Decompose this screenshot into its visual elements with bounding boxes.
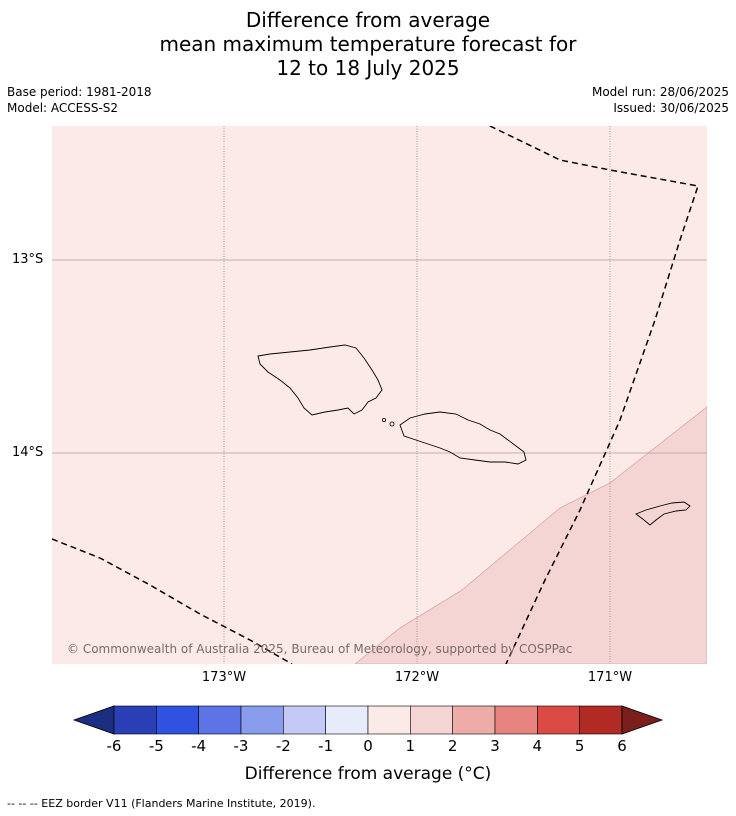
colorbar-tick-label: 3 xyxy=(490,737,500,755)
colorbar-tick-label: 6 xyxy=(617,737,627,755)
colorbar-segment xyxy=(367,705,411,735)
lon-label-173w: 173°W xyxy=(201,670,247,685)
map-title: Difference from average mean maximum tem… xyxy=(0,8,736,80)
island-tutuila xyxy=(635,501,691,526)
island-upolu xyxy=(399,411,527,465)
colorbar-tick-label: 4 xyxy=(532,737,543,755)
island-savaii xyxy=(257,344,383,416)
colorbar-tick-label: -5 xyxy=(148,737,164,755)
colorbar-segment xyxy=(325,705,369,735)
issued-date: Issued: 30/06/2025 xyxy=(613,101,729,115)
colorbar-segment xyxy=(494,705,538,735)
anomaly-region-1-to-2 xyxy=(354,406,707,664)
model-name: Model: ACCESS-S2 xyxy=(7,101,119,115)
lon-label-172w: 172°W xyxy=(394,670,440,685)
colorbar-extend-low xyxy=(72,705,115,735)
lat-label-14s: 14°S xyxy=(12,445,44,460)
colorbar-segment xyxy=(156,705,199,735)
lat-label-13s: 13°S xyxy=(12,252,44,267)
model-run: Model run: 28/06/2025 xyxy=(591,85,729,99)
colorbar-tick-label: 0 xyxy=(363,737,373,755)
colorbar-tick-label: -4 xyxy=(191,737,207,755)
colorbar-tick-label: -6 xyxy=(106,737,122,755)
colorbar-segment xyxy=(283,705,326,735)
title-line-2: mean maximum temperature forecast for xyxy=(159,32,577,56)
colorbar-segment xyxy=(410,705,453,735)
colorbar-segment xyxy=(579,705,623,735)
colorbar-tick-label: 1 xyxy=(405,737,416,755)
colorbar xyxy=(72,705,664,735)
colorbar-label: Difference from average (°C) xyxy=(244,764,492,784)
title-line-3: 12 to 18 July 2025 xyxy=(276,56,460,80)
copyright-notice: © Commonwealth of Australia 2025, Bureau… xyxy=(67,642,573,656)
base-period: Base period: 1981-2018 xyxy=(7,85,152,99)
footnote-eez: -- -- -- EEZ border V11 (Flanders Marine… xyxy=(7,797,316,810)
colorbar-tick-label: -1 xyxy=(318,737,334,755)
colorbar-tick-label: 5 xyxy=(574,737,585,755)
title-line-1: Difference from average xyxy=(245,8,491,32)
colorbar-extend-high xyxy=(621,705,664,735)
colorbar-tick-label: 2 xyxy=(447,737,458,755)
colorbar-tick-label: -2 xyxy=(275,737,291,755)
colorbar-tick-label: -3 xyxy=(233,737,249,755)
colorbar-segment xyxy=(198,705,242,735)
islet-1 xyxy=(381,417,386,422)
meta-right: Model run: 28/06/2025 Issued: 30/06/2025 xyxy=(592,84,729,116)
islet-2 xyxy=(389,421,395,427)
colorbar-segment xyxy=(113,705,157,735)
meta-left: Base period: 1981-2018 Model: ACCESS-S2 xyxy=(7,84,152,116)
lon-label-171w: 171°W xyxy=(587,670,633,685)
colorbar-segment xyxy=(240,705,284,735)
colorbar-segment xyxy=(452,705,496,735)
eez-border-west xyxy=(52,538,293,664)
eez-border-north xyxy=(489,126,699,664)
colorbar-segment xyxy=(537,705,580,735)
